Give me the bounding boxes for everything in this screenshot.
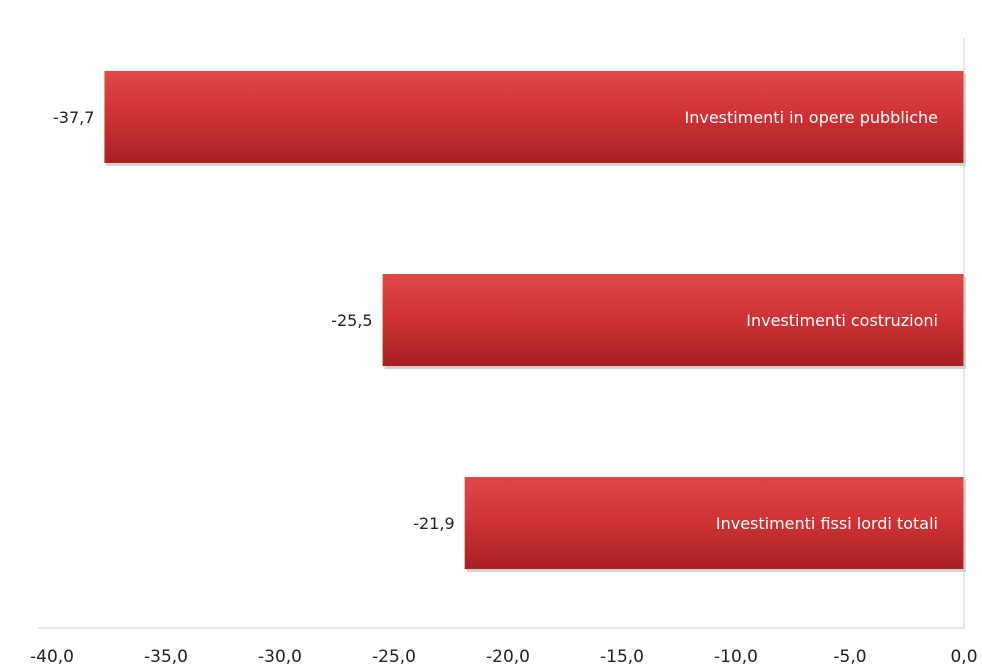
x-tick-label: -15,0 [600, 647, 644, 667]
bar-investimenti-in-opere-pubbliche [104, 71, 964, 163]
x-tick-label: -5,0 [833, 647, 866, 667]
x-tick-label: -40,0 [30, 647, 74, 667]
x-tick-label: -35,0 [144, 647, 188, 667]
x-tick-label: 0,0 [950, 647, 977, 667]
category-label-investimenti-fissi-lordi-totali: Investimenti fissi lordi totali [716, 514, 938, 533]
bar-investimenti-costruzioni [382, 274, 965, 366]
x-tick-label: -10,0 [714, 647, 758, 667]
x-tick-label: -25,0 [372, 647, 416, 667]
bar-investimenti-fissi-lordi-totali [464, 477, 964, 569]
x-tick-label: -20,0 [486, 647, 530, 667]
data-label-investimenti-fissi-lordi-totali: -21,9 [413, 514, 454, 533]
data-label-investimenti-in-opere-pubbliche: -37,7 [53, 108, 94, 127]
x-axis-tick-labels: -40,0 -35,0 -30,0 -25,0 -20,0 -15,0 -10,0 -5,0 0… [30, 647, 978, 667]
category-label-investimenti-in-opere-pubbliche: Investimenti in opere pubbliche [685, 108, 939, 127]
axis-layer [38, 38, 965, 629]
data-label-investimenti-costruzioni: -25,5 [331, 311, 372, 330]
x-tick-label: -30,0 [258, 647, 302, 667]
bars-layer: Investimenti in opere pubbliche -37,7 Inve… [53, 71, 967, 572]
category-label-investimenti-costruzioni: Investimenti costruzioni [746, 311, 938, 330]
